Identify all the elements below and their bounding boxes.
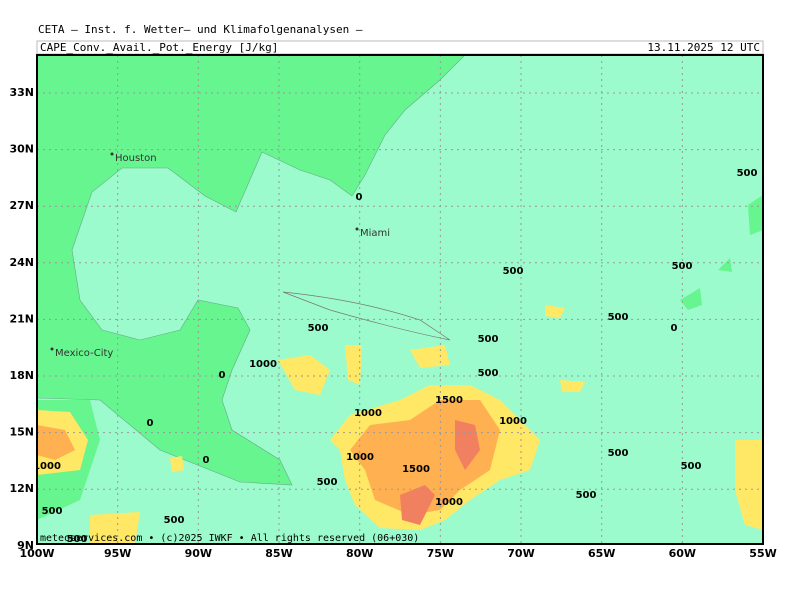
grid xyxy=(37,55,763,544)
contour-labels: Houston Miami Mexico-City 0 500 500 500 500 0 500… xyxy=(33,152,758,545)
contour-label: 0 xyxy=(147,418,154,429)
contour-label: 0 xyxy=(203,455,210,466)
contour-label: 500 xyxy=(737,168,758,179)
contour-label: 1500 xyxy=(402,464,430,475)
lon-label: 95W xyxy=(104,547,131,560)
lon-label: 60W xyxy=(669,547,696,560)
lat-label: 27N xyxy=(9,199,34,212)
land-green xyxy=(37,55,466,486)
city-dot xyxy=(50,347,54,351)
contour-label: 1000 xyxy=(33,461,61,472)
lat-label: 15N xyxy=(9,426,34,439)
contour-label: 500 xyxy=(503,266,524,277)
lon-label: 80W xyxy=(346,547,373,560)
lon-label: 70W xyxy=(507,547,534,560)
contour-label: 500 xyxy=(576,490,597,501)
cape-1500 xyxy=(400,420,480,525)
contour-label: 500 xyxy=(317,477,338,488)
contour-label: 500 xyxy=(608,448,629,459)
lat-label: 9N xyxy=(17,539,34,552)
contour-label: 500 xyxy=(478,334,499,345)
model-title: CETA – Inst. f. Wetter– und Klimafolgena… xyxy=(38,23,363,36)
lat-label: 21N xyxy=(9,312,34,325)
contour-label: 500 xyxy=(42,506,63,517)
lon-label: 90W xyxy=(185,547,212,560)
lat-label: 33N xyxy=(9,86,34,99)
lat-label: 12N xyxy=(9,482,34,495)
lat-label: 18N xyxy=(9,369,34,382)
city-dot xyxy=(110,152,114,156)
contour-label: 500 xyxy=(478,368,499,379)
contour-label: 1000 xyxy=(249,359,277,370)
city-label: Houston xyxy=(115,153,157,164)
lon-label: 65W xyxy=(588,547,615,560)
contour-label: 500 xyxy=(608,312,629,323)
contour-label: 500 xyxy=(67,534,88,545)
date: 13.11.2025 12 UTC xyxy=(647,41,760,54)
lat-label: 30N xyxy=(9,143,34,156)
contour-label: 1000 xyxy=(435,497,463,508)
lat-label: 24N xyxy=(9,256,34,269)
contour-label: 500 xyxy=(681,461,702,472)
contour-label: 500 xyxy=(308,323,329,334)
lon-label: 100W xyxy=(19,547,54,560)
field-title: CAPE_Conv._Avail._Pot._Energy [J/kg] xyxy=(40,41,278,54)
footer: meteoservices.com • (c)2025 IWKF • All r… xyxy=(40,533,419,544)
city-label: Mexico-City xyxy=(55,348,113,359)
contour-label: 500 xyxy=(164,515,185,526)
cape-500 xyxy=(90,305,763,544)
coastline xyxy=(282,291,451,341)
city-dot xyxy=(355,227,359,231)
contour-label: 0 xyxy=(356,192,363,203)
lon-label: 85W xyxy=(265,547,292,560)
contour-label: 500 xyxy=(672,261,693,272)
map-area: Houston Miami Mexico-City 0 500 500 500 500 0 500… xyxy=(33,55,763,545)
contour-label: 0 xyxy=(671,323,678,334)
contour-label: 1000 xyxy=(346,452,374,463)
lon-label: 55W xyxy=(749,547,776,560)
city-label: Miami xyxy=(360,228,390,239)
contour-label: 0 xyxy=(219,370,226,381)
contour-label: 1000 xyxy=(499,416,527,427)
contour-label: 1500 xyxy=(435,395,463,406)
cape-1000 xyxy=(37,425,75,460)
lon-label: 75W xyxy=(427,547,454,560)
map-frame xyxy=(36,54,764,545)
land-green xyxy=(680,195,763,310)
contour-label: 1000 xyxy=(354,408,382,419)
